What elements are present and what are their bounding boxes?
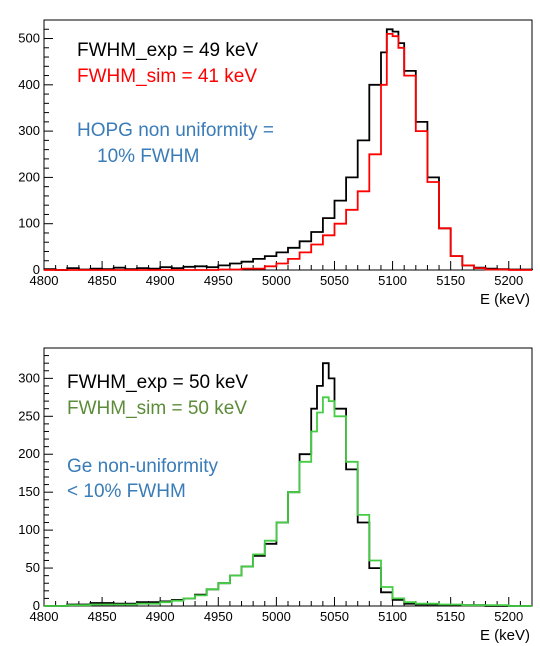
x-tick-label: 4850 — [88, 609, 117, 624]
x-axis-title: E (keV) — [480, 291, 530, 308]
annotation-text: Ge non-uniformity — [67, 456, 219, 477]
annotation-text: HOPG non uniformity = — [77, 120, 274, 141]
y-tick-label: 150 — [18, 484, 40, 499]
x-tick-label: 5150 — [436, 273, 465, 288]
series-line-sim — [44, 396, 532, 607]
x-tick-label: 5050 — [320, 609, 349, 624]
y-tick-label: 300 — [18, 123, 40, 138]
y-tick-label: 250 — [18, 408, 40, 423]
x-tick-label: 5000 — [262, 609, 291, 624]
annotation-text: FWHM_exp = 50 keV — [67, 372, 248, 393]
y-tick-label: 200 — [18, 169, 40, 184]
x-tick-label: 4950 — [204, 273, 233, 288]
annotation-text: FWHM_sim = 50 keV — [67, 398, 247, 419]
x-tick-label: 5000 — [262, 273, 291, 288]
y-tick-label: 500 — [18, 31, 40, 46]
y-tick-label: 100 — [18, 216, 40, 231]
series-line-sim — [44, 33, 532, 271]
x-tick-label: 4900 — [146, 273, 175, 288]
chart-panel-2: 4800 4850 4900 4950 5000 5050 5100 5150 5200 0 50 1… — [18, 347, 533, 644]
x-tick-label: 4800 — [30, 273, 59, 288]
annotation-text: < 10% FWHM — [67, 481, 186, 502]
y-tick-label: 0 — [33, 262, 40, 277]
annotation-text: FWHM_exp = 49 keV — [77, 40, 258, 61]
x-tick-label: 5100 — [378, 273, 407, 288]
y-tick-label: 200 — [18, 446, 40, 461]
x-tick-label: 4950 — [204, 609, 233, 624]
x-tick-label: 5050 — [320, 273, 349, 288]
x-tick-label: 4800 — [30, 609, 59, 624]
annotation-text: 10% FWHM — [97, 146, 199, 167]
y-tick-label: 50 — [26, 560, 40, 575]
x-tick-label: 4850 — [88, 273, 117, 288]
x-tick-label: 5200 — [494, 609, 523, 624]
y-tick-label: 100 — [18, 522, 40, 537]
chart-panel-1: 4800 4850 4900 4950 5000 5050 5100 5150 5200 0 100… — [18, 19, 533, 308]
x-tick-label: 5150 — [436, 609, 465, 624]
x-axis-title: E (keV) — [480, 627, 530, 644]
annotation-text: FWHM_sim = 41 keV — [77, 66, 257, 87]
x-tick-label: 5100 — [378, 609, 407, 624]
y-tick-label: 0 — [33, 598, 40, 613]
x-tick-label: 4900 — [146, 609, 175, 624]
y-tick-label: 400 — [18, 77, 40, 92]
x-tick-label: 5200 — [494, 273, 523, 288]
y-tick-label: 300 — [18, 370, 40, 385]
